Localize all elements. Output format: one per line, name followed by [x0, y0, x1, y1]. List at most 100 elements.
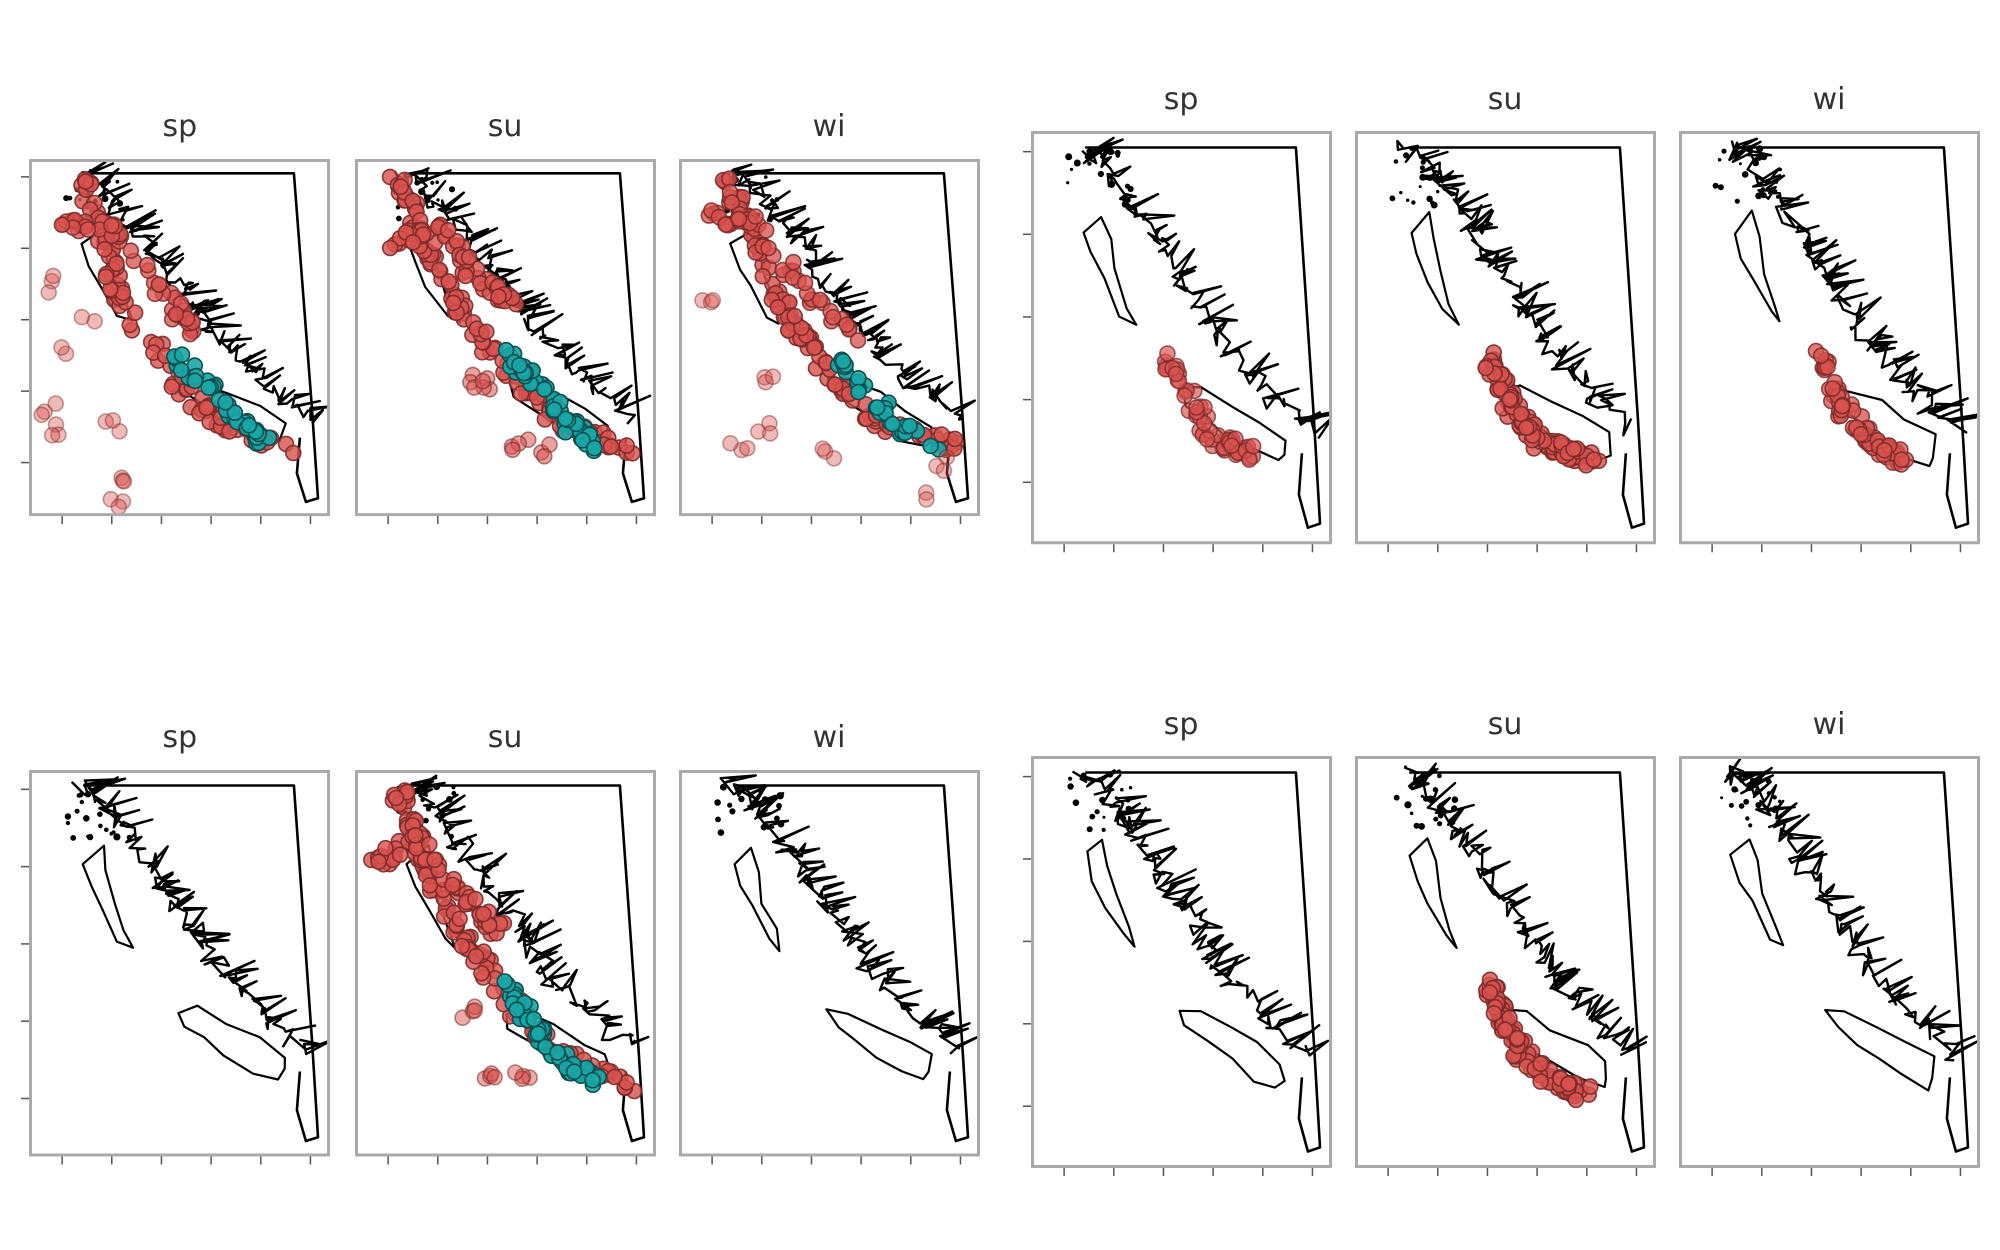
panel-title: wi: [1812, 707, 1846, 743]
panel-frame: [678, 770, 980, 1157]
coastline-map: [1064, 137, 1332, 530]
group-top-right-panel-wi: [1678, 131, 1980, 553]
data-point: [1892, 451, 1910, 469]
data-point: [36, 403, 54, 421]
data-point: [746, 208, 764, 226]
data-point: [495, 973, 513, 991]
data-point: [784, 254, 802, 271]
data-point: [1567, 1091, 1584, 1109]
data-point: [444, 295, 462, 312]
data-point: [110, 499, 128, 516]
data-point: [40, 284, 58, 302]
data-point: [465, 998, 483, 1016]
coastline-map: [65, 776, 331, 1143]
data-point: [1167, 365, 1184, 383]
data-point: [420, 836, 438, 854]
data-series-red: [53, 212, 202, 343]
data-point: [114, 493, 132, 511]
data-point: [1187, 399, 1205, 417]
data-point: [450, 910, 468, 928]
data-point: [932, 426, 950, 444]
data-point: [86, 313, 104, 331]
data-point: [139, 257, 156, 274]
data-series-red: [33, 268, 133, 516]
data-point: [756, 374, 774, 391]
data-point: [96, 241, 114, 259]
panel-frame: [1678, 131, 1980, 545]
data-point: [1222, 437, 1240, 455]
data-point: [1564, 441, 1582, 458]
data-point: [217, 394, 235, 411]
coastline-map: [713, 774, 980, 1143]
data-point: [738, 440, 756, 458]
data-point: [883, 416, 901, 433]
coastline-map: [1389, 140, 1645, 530]
data-series-red: [1477, 971, 1599, 1109]
data-series-red: [453, 998, 538, 1088]
panel-title: su: [487, 719, 523, 755]
data-point: [77, 173, 95, 191]
data-series-red: [1156, 345, 1262, 469]
data-point: [935, 462, 952, 480]
data-point: [1158, 345, 1176, 363]
data-point: [1500, 391, 1518, 409]
data-point: [48, 416, 65, 434]
data-point: [111, 423, 129, 441]
data-point: [602, 438, 619, 456]
data-series-teal: [829, 351, 947, 459]
data-point: [704, 292, 721, 310]
data-point: [387, 790, 404, 807]
data-point: [730, 211, 747, 228]
data-point: [474, 373, 491, 390]
data-point: [440, 273, 457, 291]
data-point: [465, 1002, 483, 1020]
group-top-left-panel-su: [354, 159, 656, 525]
data-point: [1581, 1078, 1599, 1096]
data-point: [406, 827, 424, 845]
data-point: [693, 292, 711, 310]
data-point: [1175, 387, 1193, 405]
group-bottom-right-panel-wi: [1678, 756, 1980, 1177]
data-point: [868, 399, 886, 417]
data-point: [1833, 398, 1850, 415]
data-point: [472, 965, 490, 983]
data-point: [1244, 438, 1262, 455]
data-point: [456, 268, 474, 285]
data-point: [47, 395, 65, 413]
data-point: [174, 346, 191, 364]
data-point: [535, 448, 553, 466]
data-point: [369, 853, 387, 871]
data-point: [805, 339, 823, 357]
data-point: [1852, 426, 1869, 443]
data-point: [1585, 451, 1602, 469]
data-point: [837, 316, 855, 334]
data-point: [1508, 1030, 1526, 1047]
data-point: [103, 217, 121, 235]
data-point: [421, 877, 438, 895]
group-top-left-panel-wi: [678, 159, 980, 525]
data-point: [460, 249, 478, 267]
data-point: [44, 427, 61, 444]
data-point: [760, 415, 778, 432]
data-point: [1496, 1021, 1514, 1039]
panel-title: wi: [812, 108, 846, 144]
data-point: [73, 309, 91, 326]
data-point: [749, 423, 767, 441]
data-point: [489, 288, 507, 306]
coastline-map: [1393, 762, 1648, 1154]
group-top-right-panel-su: [1354, 131, 1656, 553]
panel-frame: [1354, 756, 1656, 1169]
data-point: [834, 353, 851, 370]
data-point: [535, 381, 553, 399]
group-bottom-left-panel-su: [354, 770, 656, 1165]
data-point: [466, 891, 484, 908]
data-point: [127, 304, 144, 322]
data-point: [917, 491, 935, 509]
data-point: [97, 413, 115, 431]
data-point: [525, 1011, 542, 1028]
panel-frame: [354, 770, 656, 1157]
data-series-red: [362, 827, 512, 943]
panel-frame: [29, 770, 331, 1157]
data-point: [917, 484, 935, 502]
